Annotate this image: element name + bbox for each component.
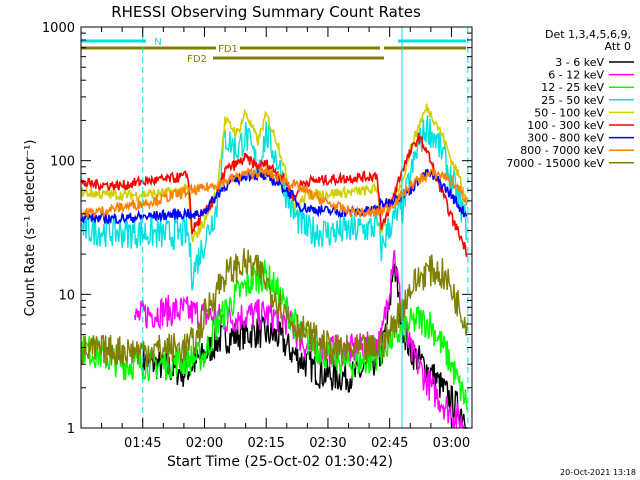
legend-entry-6: 100 - 300 keV (527, 119, 604, 132)
flag-label-fd2: FD2 (187, 54, 207, 65)
legend-entry-5: 50 - 100 keV (534, 106, 604, 119)
x-tick-label: 02:00 (186, 436, 223, 451)
y-axis: 1 10 100 1000 (42, 21, 472, 437)
y-tick-label: 10 (58, 288, 75, 303)
legend-header: Det 1,3,4,5,6,9, (545, 28, 631, 41)
x-axis-label: Start Time (25-Oct-02 01:30:42) (167, 454, 393, 470)
flag-label-fd1: FD1 (218, 44, 238, 55)
legend-header: Att 0 (605, 40, 631, 53)
y-axis-label: Count Rate (s⁻¹ detector⁻¹) (23, 140, 38, 317)
legend-entry-4: 25 - 50 keV (541, 94, 604, 107)
flag-label-n: N (154, 37, 161, 48)
chart-title: RHESSI Observing Summary Count Rates (111, 3, 421, 21)
x-axis: 01:45 02:00 02:15 02:30 02:45 03:00 (80, 27, 473, 451)
series-line-4 (80, 115, 468, 291)
footer-date: 20-Oct-2021 13:18 (560, 468, 636, 477)
legend-entry-1: 3 - 6 keV (555, 56, 604, 69)
y-tick-label: 1000 (42, 21, 75, 36)
x-tick-label: 02:45 (371, 436, 408, 451)
legend-entry-2: 6 - 12 keV (548, 69, 604, 82)
series-layer (80, 103, 468, 429)
x-tick-label: 03:00 (433, 436, 470, 451)
legend-entry-8: 800 - 7000 keV (520, 144, 604, 157)
event-lines (142, 27, 469, 428)
legend-entry-3: 12 - 25 keV (541, 81, 604, 94)
series-line-9 (80, 248, 468, 367)
y-tick-label: 100 (50, 155, 75, 170)
legend-entry-7: 300 - 800 keV (527, 132, 604, 145)
legend-entry-9: 7000 - 15000 keV (506, 157, 604, 170)
series-line-5 (80, 103, 468, 243)
series-line-3 (80, 259, 468, 411)
plot-frame (80, 26, 473, 429)
flag-layer: N FD1 FD2 (81, 37, 466, 65)
series-line-2 (133, 250, 468, 429)
x-tick-label: 02:30 (309, 436, 346, 451)
x-tick-label: 02:15 (247, 436, 284, 451)
y-tick-label: 1 (67, 422, 75, 437)
series-line-6 (80, 132, 468, 258)
x-tick-label: 01:45 (124, 436, 161, 451)
series-line-8 (80, 165, 468, 220)
